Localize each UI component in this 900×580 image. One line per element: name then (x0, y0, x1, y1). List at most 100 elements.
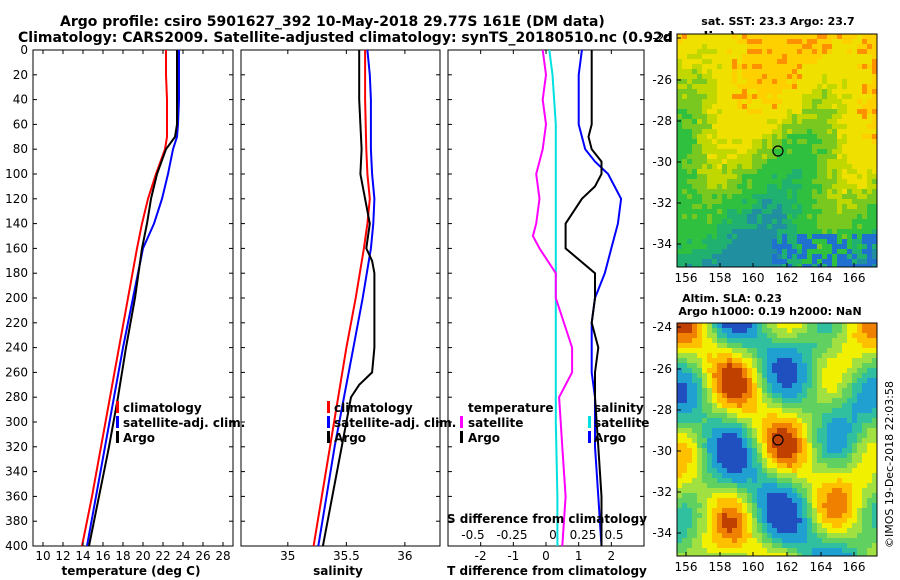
sst-cell (807, 154, 812, 159)
sst-cell (697, 134, 702, 139)
sst-cell (737, 189, 742, 194)
sla-cell (752, 458, 757, 463)
sst-cell (757, 159, 762, 164)
sla-cell (697, 413, 702, 418)
sla-cell (827, 468, 832, 473)
sla-cell (722, 378, 727, 383)
sla-cell (777, 503, 782, 508)
sst-cell (722, 119, 727, 124)
sla-cell (767, 378, 772, 383)
sst-cell (692, 214, 697, 219)
sst-cell (732, 84, 737, 89)
sla-cell (812, 548, 817, 553)
series-line-temperature-satellite (531, 49, 574, 547)
sla-cell (802, 338, 807, 343)
sst-cell (697, 179, 702, 184)
sst-cell (797, 244, 802, 249)
sla-cell (817, 438, 822, 443)
sst-cell (717, 164, 722, 169)
sst-cell (802, 64, 807, 69)
sst-cell (862, 224, 867, 229)
sst-cell (787, 44, 792, 49)
sla-cell (777, 458, 782, 463)
sst-cell (777, 39, 782, 44)
sst-cell (857, 49, 862, 54)
sst-cell (852, 44, 857, 49)
sla-cell (717, 513, 722, 518)
sla-cell (847, 493, 852, 498)
sst-cell (732, 229, 737, 234)
sla-cell (727, 468, 732, 473)
sst-cell (677, 69, 682, 74)
sla-cell (697, 493, 702, 498)
sst-cell (872, 89, 877, 94)
x-tick-label: -1 (507, 549, 519, 563)
sla-cell (682, 383, 687, 388)
sst-cell (752, 99, 757, 104)
sst-cell (757, 154, 762, 159)
sst-cell (852, 184, 857, 189)
sla-cell (717, 378, 722, 383)
sst-cell (707, 69, 712, 74)
sla-cell (802, 548, 807, 553)
sst-cell (697, 209, 702, 214)
sla-cell (867, 458, 872, 463)
sla-cell (737, 393, 742, 398)
sst-cell (762, 134, 767, 139)
sla-cell (837, 513, 842, 518)
sst-cell (747, 114, 752, 119)
sst-cell (842, 99, 847, 104)
sla-cell (757, 543, 762, 548)
sst-cell (772, 179, 777, 184)
sla-cell (852, 528, 857, 533)
sla-cell (827, 368, 832, 373)
sst-cell (837, 109, 842, 114)
sla-cell (787, 463, 792, 468)
sla-cell (742, 453, 747, 458)
sst-cell (777, 139, 782, 144)
sst-cell (747, 144, 752, 149)
sla-cell (762, 343, 767, 348)
sla-cell (782, 328, 787, 333)
map-x-tick-label: 158 (709, 271, 732, 285)
sla-cell (842, 428, 847, 433)
sst-cell (822, 264, 827, 267)
sst-cell (732, 239, 737, 244)
sst-cell (817, 94, 822, 99)
sst-cell (737, 159, 742, 164)
sst-cell (837, 134, 842, 139)
sla-cell (737, 488, 742, 493)
sla-cell (717, 463, 722, 468)
sst-cell (857, 54, 862, 59)
salinity-xlabel: salinity (313, 564, 363, 578)
sla-cell (782, 503, 787, 508)
sla-cell (682, 523, 687, 528)
sst-cell (692, 74, 697, 79)
x-tick-label: 10 (35, 549, 50, 563)
sst-cell (687, 234, 692, 239)
sla-cell (872, 463, 877, 468)
sla-cell (737, 473, 742, 478)
sla-cell (857, 413, 862, 418)
sst-cell (742, 164, 747, 169)
sst-cell (822, 49, 827, 54)
sla-cell (767, 483, 772, 488)
sst-cell (787, 84, 792, 89)
sst-cell (827, 34, 832, 39)
sst-cell (692, 254, 697, 259)
sla-cell (772, 488, 777, 493)
sst-cell (822, 74, 827, 79)
sst-cell (777, 254, 782, 259)
sst-cell (752, 49, 757, 54)
sla-cell (727, 473, 732, 478)
sla-cell (862, 423, 867, 428)
sla-cell (822, 388, 827, 393)
sla-cell (782, 518, 787, 523)
sst-cell (727, 79, 732, 84)
sst-cell (742, 94, 747, 99)
sst-cell (867, 229, 872, 234)
sla-cell (872, 453, 877, 458)
sla-cell (692, 423, 697, 428)
sst-cell (822, 84, 827, 89)
sla-cell (707, 388, 712, 393)
